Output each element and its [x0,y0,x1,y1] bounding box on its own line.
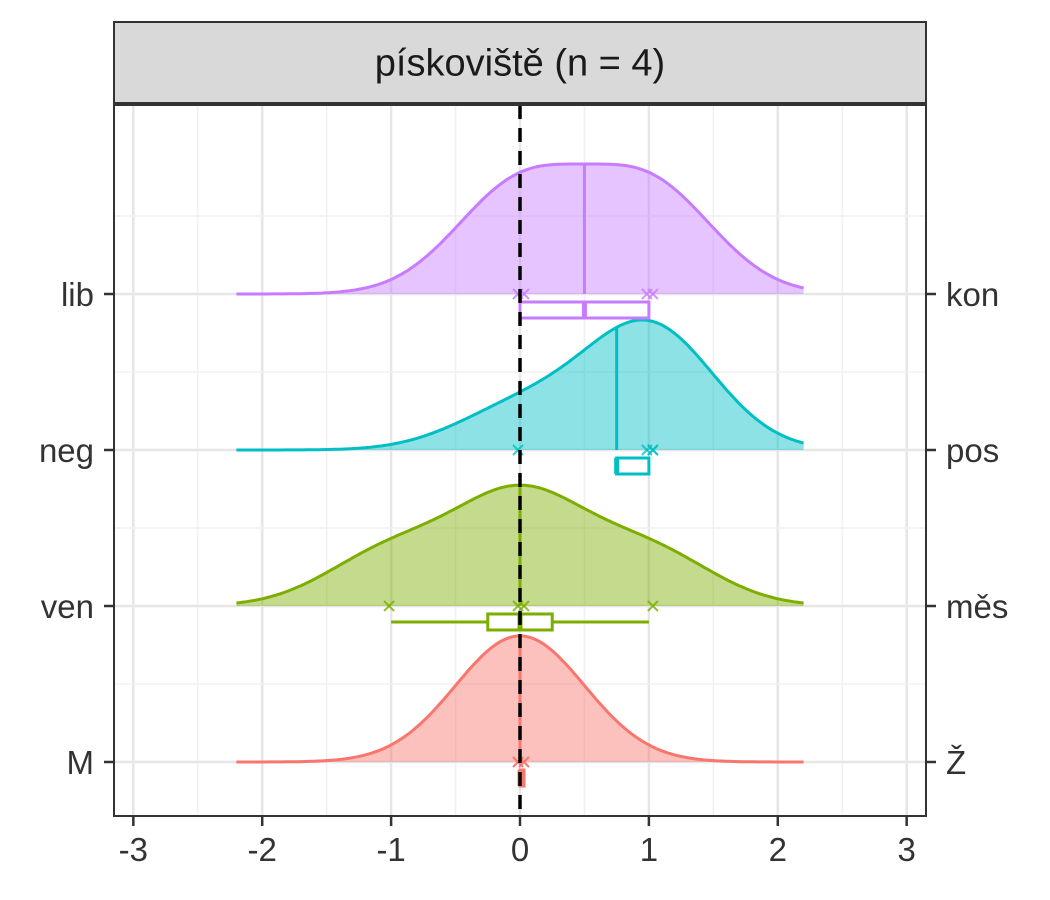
data-point [647,288,659,300]
x-tick-label: -3 [119,831,148,868]
x-tick-label: 2 [769,831,787,868]
boxplot [518,300,651,320]
facet-strip [113,21,927,104]
y-label-right: pos [946,432,999,469]
y-label-left: M [67,744,95,781]
ridge-neg-pos [236,318,804,476]
box [615,456,651,476]
x-tick-label: -1 [376,831,405,868]
y-label-left: neg [39,432,94,469]
boxplot [614,456,651,476]
data-point [647,444,659,456]
y-label-left: ven [41,588,94,625]
density-line [236,162,804,296]
x-tick-label: 0 [511,831,529,868]
y-label-left: lib [61,276,94,313]
data-point [647,600,659,612]
y-label-right: Ž [946,744,966,781]
x-tick-label: -2 [248,831,277,868]
x-tick-label: 1 [640,831,658,868]
y-label-right: měs [946,588,1008,625]
density-area [236,320,804,450]
data-point [512,600,524,612]
facet-title: pískoviště (n = 4) [375,43,665,85]
data-point [383,600,395,612]
x-tick-label: 3 [897,831,915,868]
y-label-right: kon [946,276,999,313]
